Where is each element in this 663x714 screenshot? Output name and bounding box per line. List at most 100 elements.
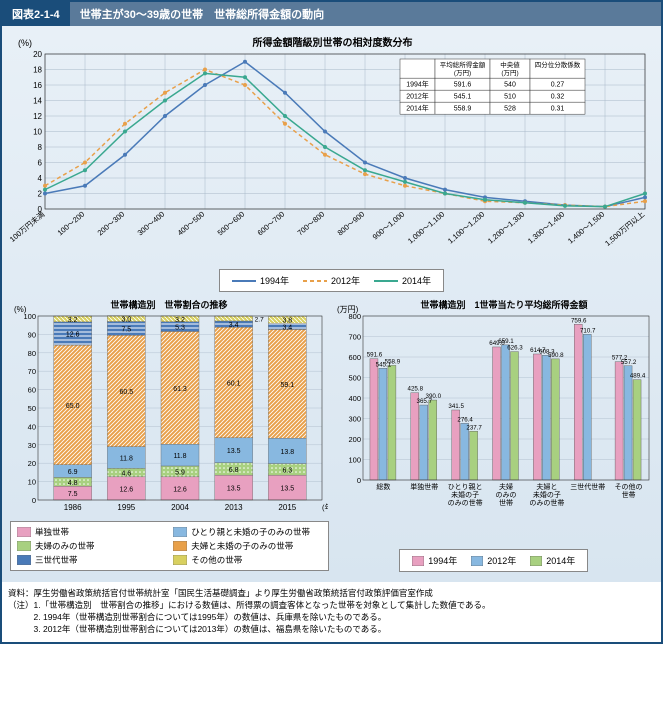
bottom-row: 世帯構造別 世帯割合の推移(%)01020304050607080901007.… bbox=[10, 298, 653, 574]
svg-text:341.5: 341.5 bbox=[448, 403, 464, 410]
svg-text:夫婦: 夫婦 bbox=[499, 482, 513, 491]
legend-item: 単独世帯 bbox=[17, 526, 165, 538]
svg-text:(万円): (万円) bbox=[454, 69, 471, 77]
legend-item: 2014年 bbox=[530, 554, 575, 567]
legend-item: その他の世帯 bbox=[173, 554, 321, 566]
svg-text:400～500: 400～500 bbox=[176, 210, 207, 238]
svg-text:1,500万円以上: 1,500万円以上 bbox=[603, 209, 647, 248]
note-line: 2. 1994年（世帯構造別世帯割合については1995年）の数値は、兵庫県を除い… bbox=[34, 612, 491, 624]
legend-item: 夫婦と未婚の子のみの世帯 bbox=[173, 540, 321, 552]
svg-text:100万円未満: 100万円未満 bbox=[10, 209, 47, 244]
svg-text:800～900: 800～900 bbox=[336, 210, 367, 238]
figure-tag: 図表2-1-4 bbox=[2, 2, 70, 26]
svg-text:4: 4 bbox=[38, 174, 43, 183]
svg-text:30: 30 bbox=[28, 441, 36, 450]
svg-text:12.6: 12.6 bbox=[120, 486, 134, 493]
svg-text:のみの: のみの bbox=[495, 491, 516, 499]
svg-text:626.3: 626.3 bbox=[507, 345, 523, 352]
svg-text:300: 300 bbox=[348, 415, 361, 424]
svg-text:70: 70 bbox=[28, 367, 36, 376]
svg-text:558.9: 558.9 bbox=[384, 358, 400, 365]
svg-text:1,300～1,400: 1,300～1,400 bbox=[526, 210, 566, 246]
svg-text:ひとり親と: ひとり親と bbox=[447, 482, 482, 491]
svg-text:のみの世帯: のみの世帯 bbox=[529, 498, 564, 507]
legend-item: 2014年 bbox=[374, 274, 431, 287]
svg-text:7.5: 7.5 bbox=[121, 326, 131, 333]
svg-text:16: 16 bbox=[33, 81, 42, 90]
svg-text:1,400～1,500: 1,400～1,500 bbox=[566, 210, 606, 246]
svg-text:20: 20 bbox=[33, 50, 42, 59]
svg-text:1986: 1986 bbox=[64, 503, 82, 512]
svg-text:0.32: 0.32 bbox=[551, 94, 565, 101]
svg-text:60.5: 60.5 bbox=[120, 389, 134, 396]
svg-text:7.5: 7.5 bbox=[68, 491, 78, 498]
line-chart: 所得金額階級別世帯の相対度数分布(%)02468101214161820100万… bbox=[10, 34, 655, 264]
svg-text:未婚の子: 未婚の子 bbox=[532, 490, 560, 499]
svg-text:のみの世帯: のみの世帯 bbox=[447, 498, 482, 507]
svg-text:1,200～1,300: 1,200～1,300 bbox=[486, 210, 526, 246]
svg-text:100～200: 100～200 bbox=[56, 210, 87, 238]
svg-text:60.1: 60.1 bbox=[227, 381, 241, 388]
svg-text:2: 2 bbox=[38, 190, 43, 199]
svg-text:2.7: 2.7 bbox=[255, 316, 264, 323]
svg-text:世帯: 世帯 bbox=[621, 490, 635, 499]
svg-text:4.6: 4.6 bbox=[121, 471, 131, 478]
footer-notes: 資料：厚生労働省政策統括官付世帯統計室「国民生活基礎調査」より厚生労働省政策統括… bbox=[2, 582, 661, 642]
legend-item: 1994年 bbox=[412, 554, 457, 567]
svg-text:8: 8 bbox=[38, 143, 43, 152]
svg-text:100: 100 bbox=[348, 456, 361, 465]
svg-text:3.2: 3.2 bbox=[68, 317, 78, 324]
stacked-chart-panel: 世帯構造別 世帯割合の推移(%)01020304050607080901007.… bbox=[10, 298, 329, 574]
svg-text:500: 500 bbox=[348, 374, 361, 383]
svg-text:四分位分散係数: 四分位分散係数 bbox=[535, 60, 581, 69]
svg-text:13.5: 13.5 bbox=[227, 448, 241, 455]
legend-item: 2012年 bbox=[471, 554, 516, 567]
grouped-chart: 世帯構造別 1世帯当たり平均総所得金額(万円)01002003004005006… bbox=[335, 298, 653, 518]
svg-text:13.5: 13.5 bbox=[227, 486, 241, 493]
svg-text:三世代世帯: 三世代世帯 bbox=[570, 482, 605, 491]
svg-text:59.1: 59.1 bbox=[281, 382, 295, 389]
svg-text:1995: 1995 bbox=[117, 503, 135, 512]
svg-text:12: 12 bbox=[33, 112, 42, 121]
svg-text:65.0: 65.0 bbox=[66, 403, 80, 410]
svg-text:60: 60 bbox=[28, 386, 36, 395]
svg-text:6.8: 6.8 bbox=[229, 467, 239, 474]
figure-title: 世帯主が30～39歳の世帯 世帯総所得金額の動向 bbox=[70, 2, 661, 26]
svg-text:590.8: 590.8 bbox=[548, 352, 564, 359]
svg-text:1,000～1,100: 1,000～1,100 bbox=[406, 210, 446, 246]
legend-item: 夫婦のみの世帯 bbox=[17, 540, 165, 552]
svg-text:200～300: 200～300 bbox=[96, 210, 127, 238]
svg-text:558.9: 558.9 bbox=[454, 106, 472, 113]
svg-text:6: 6 bbox=[38, 159, 43, 168]
svg-text:710.7: 710.7 bbox=[579, 327, 595, 334]
svg-text:(年): (年) bbox=[322, 502, 328, 512]
svg-text:(%): (%) bbox=[18, 38, 32, 48]
svg-text:0: 0 bbox=[356, 476, 360, 485]
svg-text:591.6: 591.6 bbox=[454, 82, 472, 89]
svg-text:300～400: 300～400 bbox=[136, 210, 167, 238]
svg-text:所得金額階級別世帯の相対度数分布: 所得金額階級別世帯の相対度数分布 bbox=[253, 36, 413, 49]
svg-text:12.6: 12.6 bbox=[66, 331, 80, 338]
svg-text:90: 90 bbox=[28, 330, 36, 339]
svg-text:10: 10 bbox=[28, 478, 36, 487]
source-line: 資料：厚生労働省政策統括官付世帯統計室「国民生活基礎調査」より厚生労働省政策統括… bbox=[8, 588, 655, 600]
svg-text:237.7: 237.7 bbox=[466, 424, 482, 431]
svg-text:600～700: 600～700 bbox=[256, 210, 287, 238]
grouped-chart-panel: 世帯構造別 1世帯当たり平均総所得金額(万円)01002003004005006… bbox=[335, 298, 654, 574]
legend-item: ひとり親と未婚の子のみの世帯 bbox=[173, 526, 321, 538]
note-line: 3. 2012年（世帯構造別世帯割合については2013年）の数値は、福島県を除い… bbox=[34, 624, 491, 636]
svg-text:3.8: 3.8 bbox=[282, 318, 292, 325]
svg-text:500～600: 500～600 bbox=[216, 210, 247, 238]
svg-text:その他の: その他の bbox=[614, 482, 642, 491]
svg-text:(万円): (万円) bbox=[501, 69, 518, 77]
svg-text:61.3: 61.3 bbox=[173, 386, 187, 393]
svg-text:2004: 2004 bbox=[171, 503, 189, 512]
svg-text:557.2: 557.2 bbox=[620, 359, 636, 366]
svg-text:600: 600 bbox=[348, 353, 361, 362]
svg-text:2014年: 2014年 bbox=[406, 104, 429, 113]
svg-text:夫婦と: 夫婦と bbox=[536, 482, 557, 491]
svg-text:20: 20 bbox=[28, 459, 36, 468]
content-area: 所得金額階級別世帯の相対度数分布(%)02468101214161820100万… bbox=[2, 26, 661, 582]
svg-text:759.6: 759.6 bbox=[570, 317, 586, 324]
svg-text:2013: 2013 bbox=[225, 503, 243, 512]
